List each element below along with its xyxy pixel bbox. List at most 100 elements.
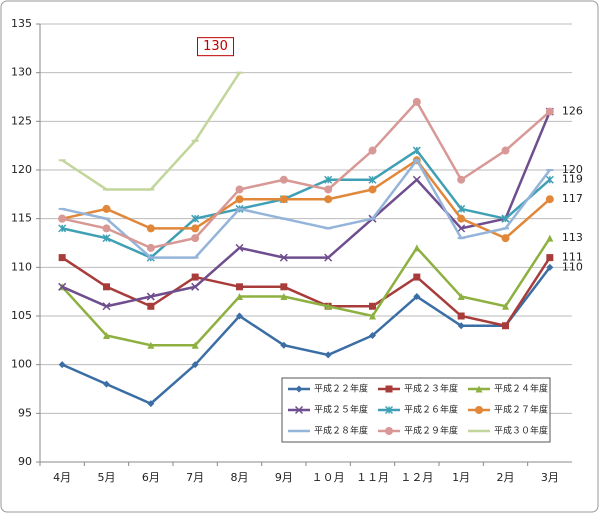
data-point [502, 322, 509, 330]
data-point [146, 224, 155, 233]
legend-label: 平成２９年度 [404, 425, 458, 437]
data-point [413, 244, 421, 252]
data-point [324, 302, 332, 310]
data-point [368, 185, 377, 194]
data-label: 119 [562, 173, 583, 186]
data-point [502, 302, 509, 310]
y-tick-label: 100 [11, 358, 32, 371]
data-point [546, 254, 554, 262]
data-point [147, 302, 155, 310]
data-point [191, 273, 199, 281]
data-label: 130 [203, 39, 228, 54]
x-tick-label: 3月 [541, 471, 559, 484]
data-point [279, 175, 288, 184]
data-point [58, 282, 67, 291]
data-point [191, 224, 200, 233]
data-label: 126 [562, 105, 583, 118]
legend-label: 平成２４年度 [494, 383, 548, 395]
data-point [58, 361, 66, 369]
data-point [324, 185, 333, 194]
legend-marker [294, 405, 304, 415]
x-tick-label: １０月 [312, 471, 345, 484]
legend-marker [385, 385, 393, 393]
x-tick-label: 1月 [452, 471, 470, 484]
data-point [546, 234, 554, 242]
data-point [147, 341, 155, 349]
y-tick-label: 135 [11, 17, 32, 30]
data-point [412, 146, 421, 155]
data-point [501, 214, 510, 223]
y-tick-label: 120 [11, 163, 32, 176]
data-point [413, 273, 421, 281]
data-label: 120 [562, 163, 583, 176]
data-point [457, 322, 465, 330]
data-point [236, 293, 243, 301]
data-point [279, 195, 288, 204]
data-point [545, 175, 554, 184]
series-line [61, 256, 551, 328]
legend-label: 平成２７年度 [494, 404, 548, 416]
x-tick-label: １１月 [356, 471, 389, 484]
y-tick-label: 110 [11, 260, 32, 273]
data-point [457, 293, 465, 301]
data-point [457, 224, 466, 233]
legend-label: 平成２８年度 [314, 425, 368, 437]
data-point [501, 146, 510, 155]
series-line [61, 158, 551, 240]
legend-label: 平成２６年度 [404, 404, 458, 416]
legend-marker [385, 427, 393, 435]
series-line [61, 148, 551, 260]
x-tick-label: 2月 [497, 471, 515, 484]
y-tick-label: 105 [11, 309, 32, 322]
data-point [412, 175, 421, 184]
data-point [146, 292, 155, 301]
data-point [191, 361, 199, 369]
data-point [457, 312, 465, 320]
data-point [546, 263, 554, 271]
data-point [369, 331, 376, 339]
data-point [102, 224, 111, 233]
data-point [147, 400, 155, 408]
y-tick-label: 130 [11, 66, 32, 79]
legend-box [281, 377, 551, 443]
data-point [102, 204, 111, 213]
legend-marker [475, 406, 483, 414]
data-point [235, 243, 244, 252]
legend-label: 平成２５年度 [314, 404, 368, 416]
data-point [103, 331, 110, 339]
x-tick-label: 5月 [98, 471, 116, 484]
x-tick-label: 9月 [275, 471, 293, 484]
data-point [102, 302, 111, 311]
data-point [103, 380, 110, 388]
legend-marker [384, 405, 394, 415]
data-point [324, 351, 332, 359]
data-point [369, 302, 376, 310]
data-point [280, 283, 288, 291]
data-label: 111 [562, 251, 583, 264]
x-tick-label: １２月 [400, 471, 433, 484]
data-point [235, 185, 244, 194]
data-point [324, 195, 333, 204]
legend-label: 平成２３年度 [404, 383, 458, 395]
legend-label: 平成３０年度 [494, 425, 548, 437]
x-tick-label: 4月 [53, 471, 71, 484]
data-point [280, 341, 288, 349]
data-point [236, 312, 243, 320]
legend-marker [295, 385, 303, 393]
data-point [235, 195, 244, 204]
y-tick-label: 125 [11, 114, 32, 127]
data-point [236, 283, 243, 291]
data-point [457, 214, 466, 223]
series-line [61, 158, 551, 259]
data-point [413, 293, 421, 301]
data-point [146, 243, 155, 252]
data-point [545, 195, 554, 204]
data-point [280, 293, 288, 301]
y-tick-label: 115 [11, 212, 32, 225]
data-point [103, 283, 110, 291]
data-label: 117 [562, 192, 583, 205]
data-label: 113 [562, 231, 583, 244]
